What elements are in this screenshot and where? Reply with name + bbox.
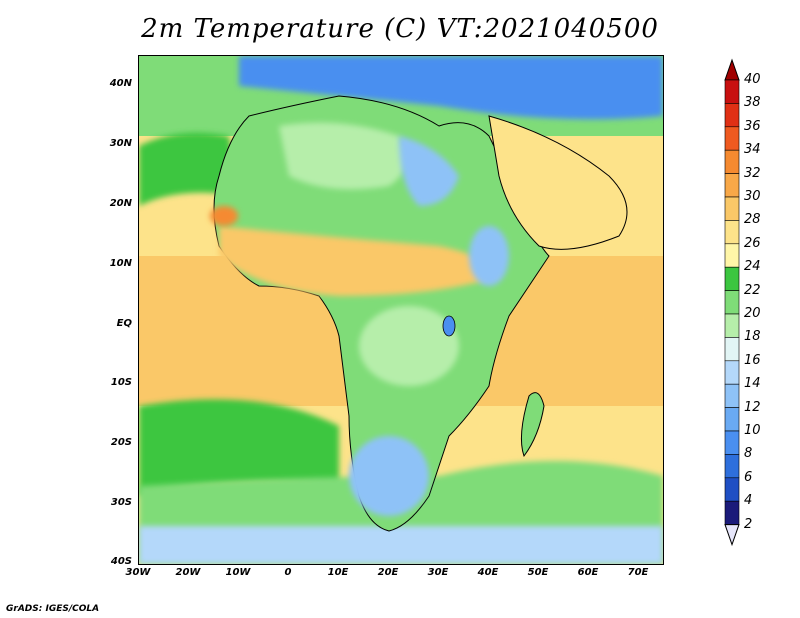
central-africa-mild	[359, 306, 459, 386]
colorbar-label: 26	[744, 235, 761, 251]
ocean-south-atlantic-cool	[139, 399, 339, 496]
credit-text: GrADS: IGES/COLA	[6, 604, 100, 614]
lat-label-40s: 40S	[110, 556, 132, 567]
colorbar-box	[724, 360, 740, 385]
colorbar-top-arrow	[724, 58, 740, 81]
colorbar-label: 2	[744, 516, 753, 532]
colorbar-label: 8	[744, 446, 753, 462]
colorbar-label: 20	[744, 306, 761, 321]
madagascar	[520, 392, 545, 458]
lon-label-70e: 70E	[627, 567, 649, 578]
lon-label-50e: 50E	[527, 567, 549, 578]
colorbar-box	[724, 243, 740, 268]
sahel-warm-band	[219, 226, 499, 296]
lon-label-0: 0	[284, 567, 292, 578]
colorbar-box	[724, 173, 740, 198]
colorbar-box	[724, 383, 740, 408]
colorbar-bottom-arrow	[724, 524, 740, 547]
lon-label-30w: 30W	[125, 567, 151, 578]
lon-label-20w: 20W	[175, 567, 201, 578]
colorbar-box	[724, 500, 740, 525]
lat-label-30s: 30S	[110, 497, 132, 508]
colorbar-label: 36	[744, 118, 761, 134]
arabian-peninsula	[488, 115, 628, 250]
colorbar-label: 6	[744, 469, 753, 485]
colorbar-box	[724, 477, 740, 502]
colorbar-label: 14	[744, 376, 761, 392]
colorbar-box	[724, 126, 740, 151]
lat-label-20n: 20N	[109, 198, 132, 209]
lon-label-60e: 60E	[577, 567, 599, 578]
lat-label-10s: 10S	[110, 377, 132, 388]
europe-cool-zone	[239, 56, 663, 120]
southern-africa-cool	[349, 436, 429, 516]
lat-label-eq: EQ	[116, 318, 132, 329]
lon-label-10e: 10E	[327, 567, 349, 578]
lon-label-30e: 30E	[427, 567, 449, 578]
lon-label-20e: 20E	[377, 567, 399, 578]
ocean-far-south	[139, 526, 663, 564]
lon-label-10w: 10W	[225, 567, 251, 578]
lat-label-10n: 10N	[109, 258, 132, 269]
colorbar-box	[724, 103, 740, 128]
temperature-map	[138, 55, 664, 565]
lat-label-20s: 20S	[110, 437, 132, 448]
colorbar-label: 18	[744, 329, 761, 345]
colorbar-label: 22	[744, 282, 761, 298]
colorbar-box	[724, 79, 740, 104]
colorbar-label: 38	[744, 95, 761, 111]
lon-label-40e: 40E	[477, 567, 499, 578]
colorbar-box	[724, 313, 740, 338]
colorbar	[724, 58, 740, 547]
colorbar-label: 12	[744, 399, 761, 415]
egypt-cool-zone	[399, 136, 459, 206]
colorbar-label: 32	[744, 165, 761, 181]
ethiopia-highlands-cool	[469, 226, 509, 286]
colorbar-box	[724, 266, 740, 291]
map-canvas	[139, 56, 663, 564]
colorbar-box	[724, 149, 740, 174]
colorbar-label: 16	[744, 352, 761, 368]
colorbar-box	[724, 220, 740, 245]
colorbar-box	[724, 196, 740, 221]
ocean-canary-band	[139, 132, 239, 206]
colorbar-box	[724, 430, 740, 455]
lat-label-30n: 30N	[109, 138, 132, 149]
lat-label-40n: 40N	[109, 78, 132, 89]
lake-victoria	[442, 315, 456, 337]
colorbar-box	[724, 454, 740, 479]
map-title: 2m Temperature (C) VT:2021040500	[141, 14, 659, 44]
colorbar-box	[724, 337, 740, 362]
colorbar-label: 30	[744, 189, 761, 204]
colorbar-label: 4	[744, 493, 753, 509]
colorbar-box	[724, 407, 740, 432]
colorbar-label: 34	[744, 142, 761, 158]
west-africa-hot-spot	[210, 206, 238, 226]
colorbar-label: 24	[744, 259, 761, 275]
colorbar-label: 40	[744, 72, 761, 87]
colorbar-label: 28	[744, 212, 761, 228]
sahara-mild-zone	[279, 122, 407, 190]
colorbar-label: 10	[744, 423, 761, 438]
colorbar-box	[724, 290, 740, 315]
